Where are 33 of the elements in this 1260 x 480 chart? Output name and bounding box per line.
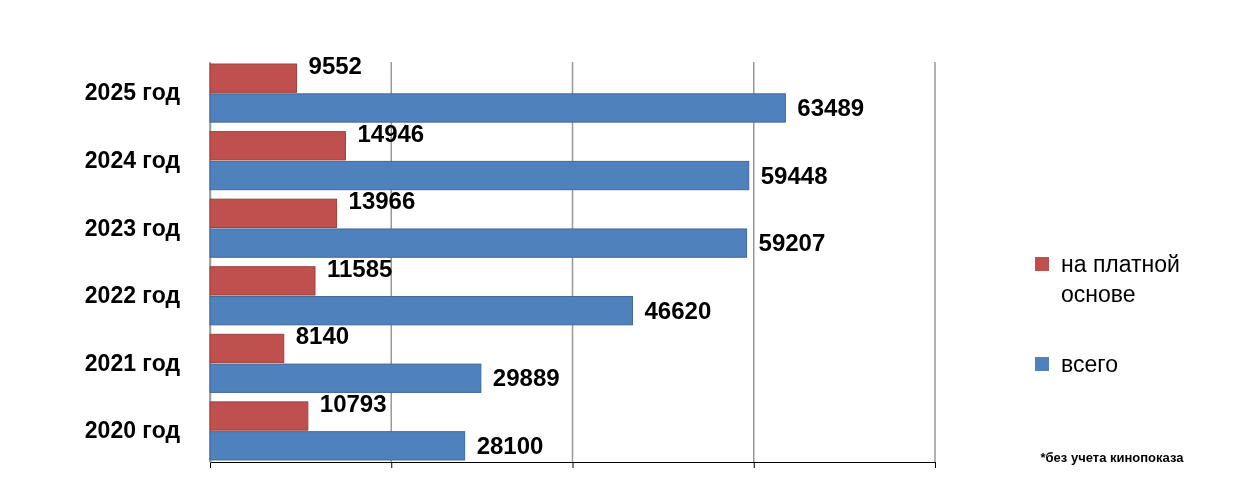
bar (209, 63, 298, 93)
data-label: 11585 (326, 254, 393, 282)
data-label: 59207 (758, 229, 826, 257)
bar (209, 266, 316, 296)
y-tick-label: 2020 год (84, 417, 181, 444)
data-label: 59448 (760, 161, 828, 189)
legend-label: на платной основе (1061, 251, 1180, 307)
bar (209, 363, 482, 393)
data-label: 29889 (492, 364, 560, 392)
data-label: 28100 (476, 431, 544, 459)
bar (209, 296, 633, 326)
legend-label: всего (1061, 351, 1118, 377)
bar (209, 131, 346, 161)
data-label: 10793 (319, 390, 387, 418)
bar (209, 228, 748, 258)
bar (209, 160, 750, 191)
data-label: 46620 (644, 296, 712, 324)
y-tick-label: 2025 год (84, 79, 181, 106)
data-label: 13966 (348, 187, 416, 215)
bar (209, 198, 338, 228)
data-label: 63489 (797, 93, 865, 121)
text: *без учета кинопоказа (1040, 450, 1185, 465)
data-label: 14946 (357, 119, 425, 147)
bar (209, 333, 285, 364)
y-tick-label: 2021 год (84, 349, 181, 376)
y-tick-label: 2023 год (84, 214, 181, 241)
bar (209, 431, 466, 461)
bar (209, 401, 309, 431)
y-tick-label: 2024 год (84, 147, 181, 174)
data-label: 9552 (308, 52, 362, 80)
y-tick-label: 2022 год (84, 282, 181, 309)
data-label: 8140 (295, 322, 350, 350)
bar (209, 93, 786, 123)
